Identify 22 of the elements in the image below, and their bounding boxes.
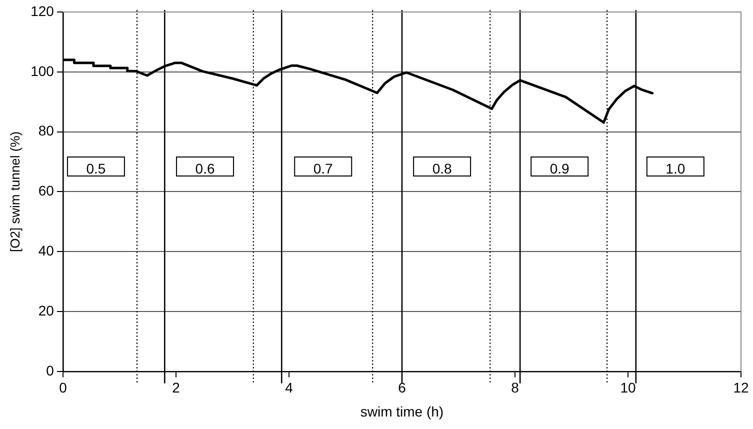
x-tick-label: 6 xyxy=(398,380,406,396)
x-axis-title: swim time (h) xyxy=(360,403,444,420)
y-tick-label: 100 xyxy=(30,62,54,79)
annotation: 0.7 xyxy=(313,160,334,176)
annotation: 1.0 xyxy=(666,160,686,176)
y-axis-title: [O2] swim tunnel (%) xyxy=(7,131,22,252)
y-tick-label: 60 xyxy=(38,182,54,199)
annotation: 0.9 xyxy=(550,160,570,176)
y-tick-label: 20 xyxy=(38,302,54,318)
y-tick-label: 80 xyxy=(38,122,54,139)
x-tick-label: 4 xyxy=(285,380,294,396)
x-tick-label: 2 xyxy=(172,380,180,396)
x-tick-label: 12 xyxy=(733,380,749,396)
x-tick-label: 10 xyxy=(620,380,636,396)
annotation: 0.5 xyxy=(86,160,106,176)
y-tick-label: 120 xyxy=(30,2,54,19)
annotation: 0.8 xyxy=(432,160,452,176)
x-tick-label: 8 xyxy=(511,380,520,396)
x-tick-label: 0 xyxy=(59,380,68,396)
annotation: 0.6 xyxy=(195,160,215,176)
y-tick-label: 0 xyxy=(46,362,54,378)
y-tick-label: 40 xyxy=(38,242,54,258)
